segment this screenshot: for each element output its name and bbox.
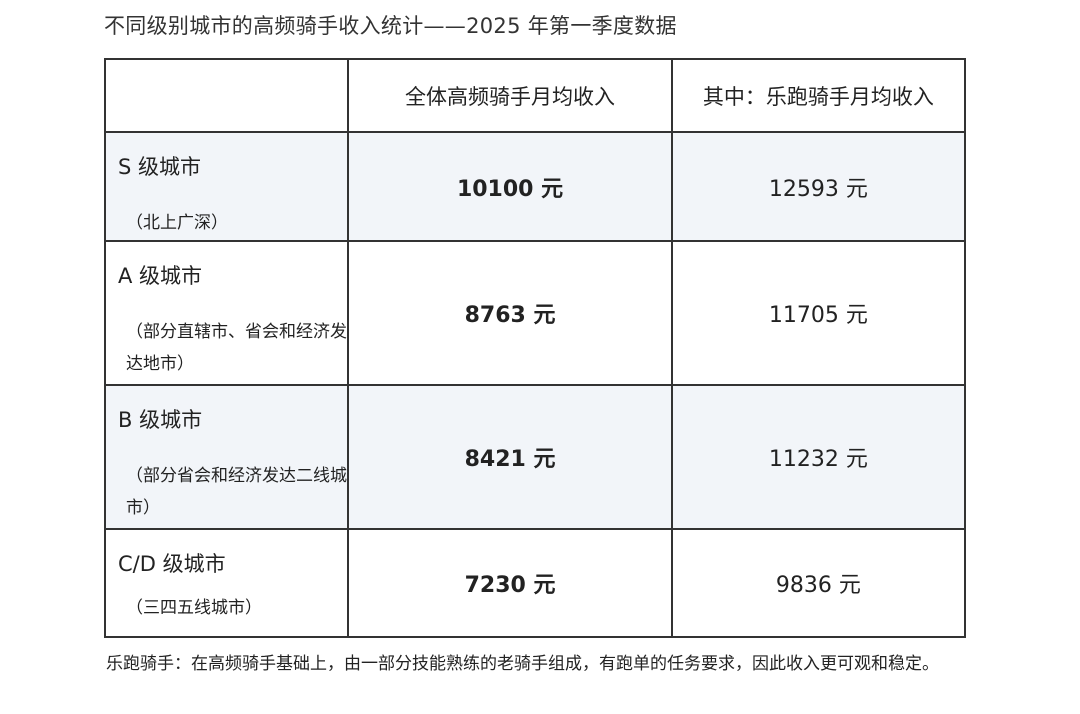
- footnote: 乐跑骑手：在高频骑手基础上，由一部分技能熟练的老骑手组成，有跑单的任务要求，因此…: [106, 654, 939, 674]
- header-lepao-riders: 其中：乐跑骑手月均收入: [670, 58, 967, 133]
- lepao-income: 11705 元: [670, 240, 967, 386]
- city-name: B 级城市: [118, 408, 203, 432]
- city-cell: S 级城市 （北上广深）: [103, 131, 350, 242]
- city-note: （部分省会和经济发达二线城市）: [126, 466, 347, 518]
- header-all-riders: 全体高频骑手月均收入: [347, 58, 673, 133]
- table-row: C/D 级城市 （三四五线城市） 7230 元 9836 元: [103, 528, 967, 638]
- city-cell: B 级城市 （部分省会和经济发达二线城市）: [103, 384, 350, 530]
- city-note: （北上广深）: [126, 213, 228, 233]
- table-row: B 级城市 （部分省会和经济发达二线城市） 8421 元 11232 元: [103, 384, 967, 530]
- income-table: 全体高频骑手月均收入 其中：乐跑骑手月均收入 S 级城市 （北上广深） 1010…: [103, 58, 967, 638]
- city-note: （三四五线城市）: [126, 598, 262, 618]
- table-row: S 级城市 （北上广深） 10100 元 12593 元: [103, 131, 967, 242]
- lepao-income: 12593 元: [670, 131, 967, 242]
- city-name: S 级城市: [118, 155, 202, 179]
- all-income: 7230 元: [347, 528, 673, 638]
- all-income: 8421 元: [347, 384, 673, 530]
- page-title: 不同级别城市的高频骑手收入统计——2025 年第一季度数据: [104, 14, 677, 38]
- city-name: C/D 级城市: [118, 552, 226, 576]
- all-income: 8763 元: [347, 240, 673, 386]
- all-income: 10100 元: [347, 131, 673, 242]
- table-row: A 级城市 （部分直辖市、省会和经济发达地市） 8763 元 11705 元: [103, 240, 967, 386]
- table-header-row: 全体高频骑手月均收入 其中：乐跑骑手月均收入: [103, 58, 967, 133]
- city-note: （部分直辖市、省会和经济发达地市）: [126, 322, 347, 374]
- city-name: A 级城市: [118, 264, 203, 288]
- lepao-income: 11232 元: [670, 384, 967, 530]
- lepao-income: 9836 元: [670, 528, 967, 638]
- city-cell: C/D 级城市 （三四五线城市）: [103, 528, 350, 638]
- city-cell: A 级城市 （部分直辖市、省会和经济发达地市）: [103, 240, 350, 386]
- header-cell-empty: [103, 58, 350, 133]
